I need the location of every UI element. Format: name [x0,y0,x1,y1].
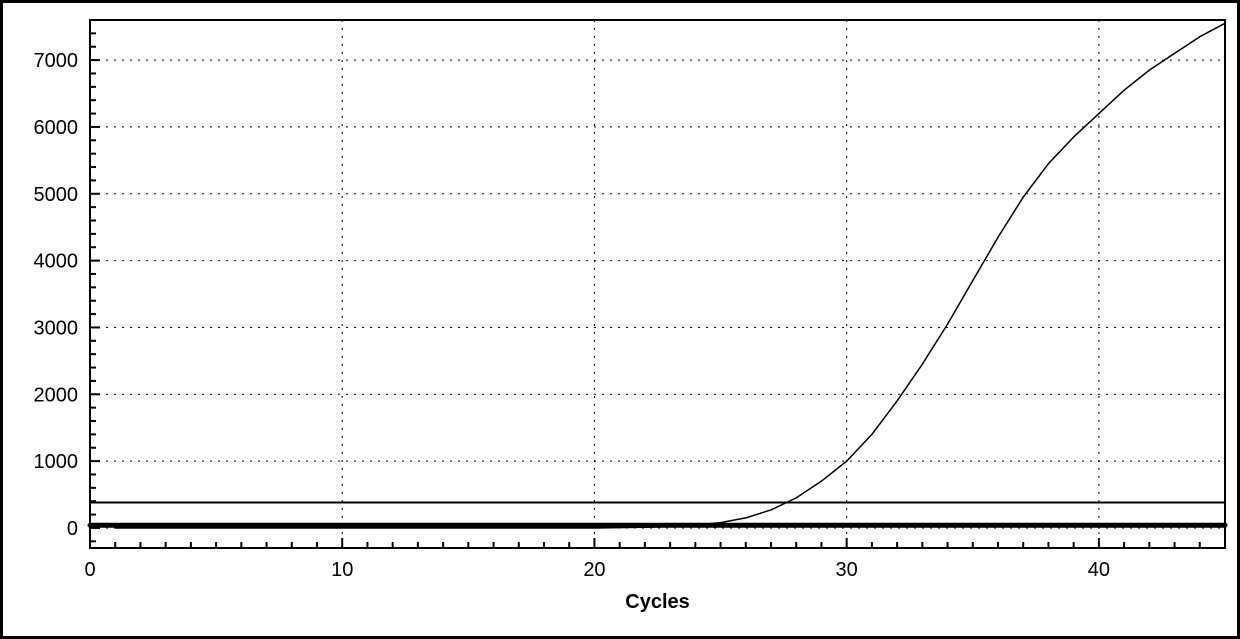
y-tick-label: 4000 [34,251,79,273]
y-tick-label: 6000 [34,117,79,139]
y-tick-label: 5000 [34,184,79,206]
y-tick-label: 1000 [34,451,79,473]
x-tick-label: 10 [331,559,353,581]
y-tick-label: 3000 [34,317,79,339]
x-tick-label: 30 [836,559,858,581]
x-tick-label: 0 [84,559,95,581]
x-axis-title: Cycles [625,591,690,613]
chart-container: 0 10 20 30 40 0 1000 2000 3000 4000 5000 6000 7000 Cy… [0,0,1240,639]
amplification-chart: 0 10 20 30 40 0 1000 2000 3000 4000 5000 6000 7000 Cy… [0,0,1240,639]
x-tick-label: 40 [1088,559,1110,581]
y-tick-label: 0 [67,518,78,540]
y-tick-label: 7000 [34,50,79,72]
y-tick-label: 2000 [34,384,79,406]
x-tick-label: 20 [583,559,605,581]
